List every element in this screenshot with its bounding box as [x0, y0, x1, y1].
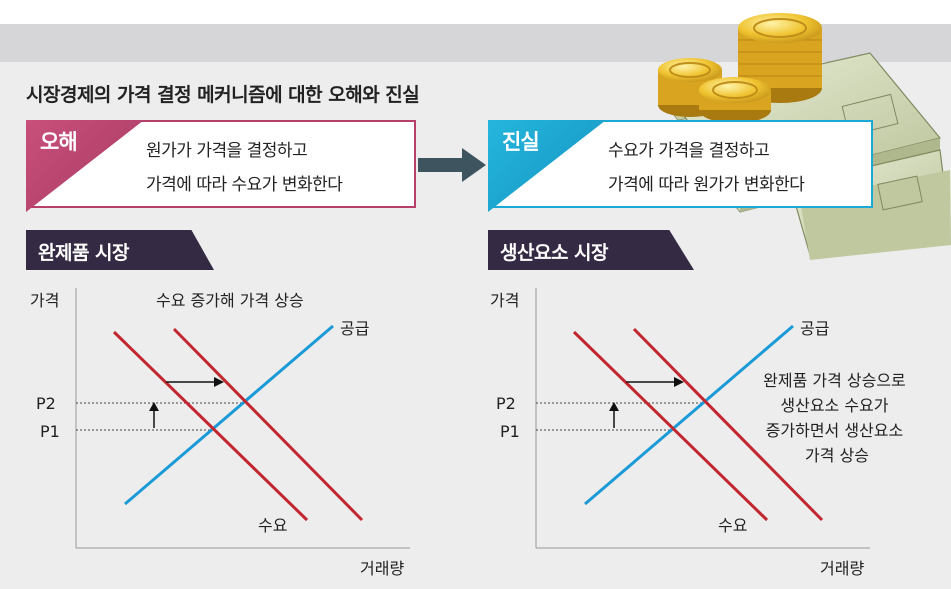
- p2-label: P2: [36, 394, 56, 413]
- myth-tag-label: 오해: [40, 130, 78, 154]
- note-line-3: 증가하면서 생산요소: [766, 421, 904, 440]
- factor-market-chart: 가격 거래량 공급 수요 P2 P1 완제품 가격 상승으로 생산요소 수요가 …: [490, 288, 911, 578]
- demand-label: 수요: [718, 516, 747, 535]
- note-line-1: 완제품 가격 상승으로: [763, 371, 906, 390]
- price-up-arrow-head: [149, 402, 159, 411]
- y-axis-label: 가격: [30, 291, 59, 310]
- p1-label: P1: [40, 422, 60, 441]
- demand-line-initial: [112, 330, 309, 522]
- demand-line-shifted: [172, 327, 364, 522]
- demand-label: 수요: [258, 516, 287, 535]
- truth-box: 진실 수요가 가격을 결정하고 가격에 따라 원가가 변화한다: [488, 120, 873, 212]
- page-title: 시장경제의 가격 결정 메커니즘에 대한 오해와 진실: [26, 84, 420, 106]
- supply-label: 공급: [800, 319, 829, 338]
- arrow-right-icon: [418, 148, 486, 182]
- demand-line-shifted: [632, 327, 824, 522]
- note-line-4: 가격 상승: [805, 446, 869, 465]
- p1-label: P1: [500, 422, 520, 441]
- demand-line-initial: [572, 330, 769, 522]
- section-finished-goods: 완제품 시장: [26, 230, 214, 270]
- myth-tag: 오해: [26, 120, 144, 212]
- p2-label: P2: [496, 394, 516, 413]
- truth-line-2: 가격에 따라 원가가 변화한다: [608, 175, 805, 195]
- truth-tag-label: 진실: [502, 130, 540, 154]
- shift-arrow-head: [214, 377, 224, 387]
- myth-box: 오해 원가가 가격을 결정하고 가격에 따라 수요가 변화한다: [26, 120, 416, 212]
- section-factors-label: 생산요소 시장: [500, 242, 609, 264]
- shift-arrow-head: [674, 377, 684, 387]
- truth-tag: 진실: [488, 120, 606, 212]
- price-up-arrow-head: [609, 402, 619, 411]
- supply-line: [584, 324, 794, 506]
- note-line-2: 생산요소 수요가: [780, 396, 888, 415]
- note: 완제품 가격 상승으로 생산요소 수요가 증가하면서 생산요소 가격 상승: [763, 371, 911, 465]
- myth-line-2: 가격에 따라 수요가 변화한다: [146, 175, 343, 195]
- finished-goods-chart: 가격 거래량 수요 증가해 가격 상승 공급 수요 P2 P1: [30, 288, 410, 578]
- x-axis-label: 거래량: [360, 559, 404, 578]
- x-axis-label: 거래량: [820, 559, 864, 578]
- supply-label: 공급: [340, 319, 369, 338]
- y-axis-label: 가격: [490, 291, 519, 310]
- myth-line-1: 원가가 가격을 결정하고: [146, 141, 308, 161]
- supply-line: [124, 324, 334, 506]
- truth-line-1: 수요가 가격을 결정하고: [608, 141, 770, 161]
- section-factors: 생산요소 시장: [488, 230, 694, 270]
- section-finished-goods-label: 완제품 시장: [38, 242, 130, 264]
- annotation: 수요 증가해 가격 상승: [156, 291, 304, 310]
